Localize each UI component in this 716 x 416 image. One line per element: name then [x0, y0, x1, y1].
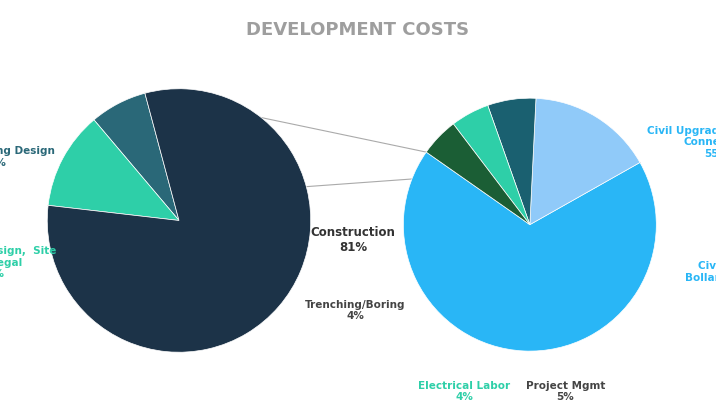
Wedge shape — [94, 93, 179, 220]
Wedge shape — [403, 152, 657, 351]
Text: Civil Upgrade for Utility
Connection
55%: Civil Upgrade for Utility Connection 55% — [647, 126, 716, 159]
Text: Construction
81%: Construction 81% — [311, 226, 395, 254]
Wedge shape — [48, 120, 179, 220]
Text: Electrical Labor
4%: Electrical Labor 4% — [418, 381, 510, 402]
Wedge shape — [47, 89, 311, 352]
Text: DEVELOPMENT COSTS: DEVELOPMENT COSTS — [246, 21, 470, 39]
Text: Project Mgmt
5%: Project Mgmt 5% — [526, 381, 605, 402]
Text: Civil (ADA,
Bollards, Pads)
13%: Civil (ADA, Bollards, Pads) 13% — [685, 261, 716, 295]
Text: Engineering Design
7%: Engineering Design 7% — [0, 146, 54, 168]
Text: Network Design,  Site
Dev, Legal
12%: Network Design, Site Dev, Legal 12% — [0, 246, 56, 279]
Wedge shape — [530, 98, 640, 225]
Wedge shape — [453, 105, 530, 225]
Wedge shape — [426, 124, 530, 225]
Wedge shape — [488, 98, 536, 225]
Text: Trenching/Boring
4%: Trenching/Boring 4% — [305, 300, 405, 322]
